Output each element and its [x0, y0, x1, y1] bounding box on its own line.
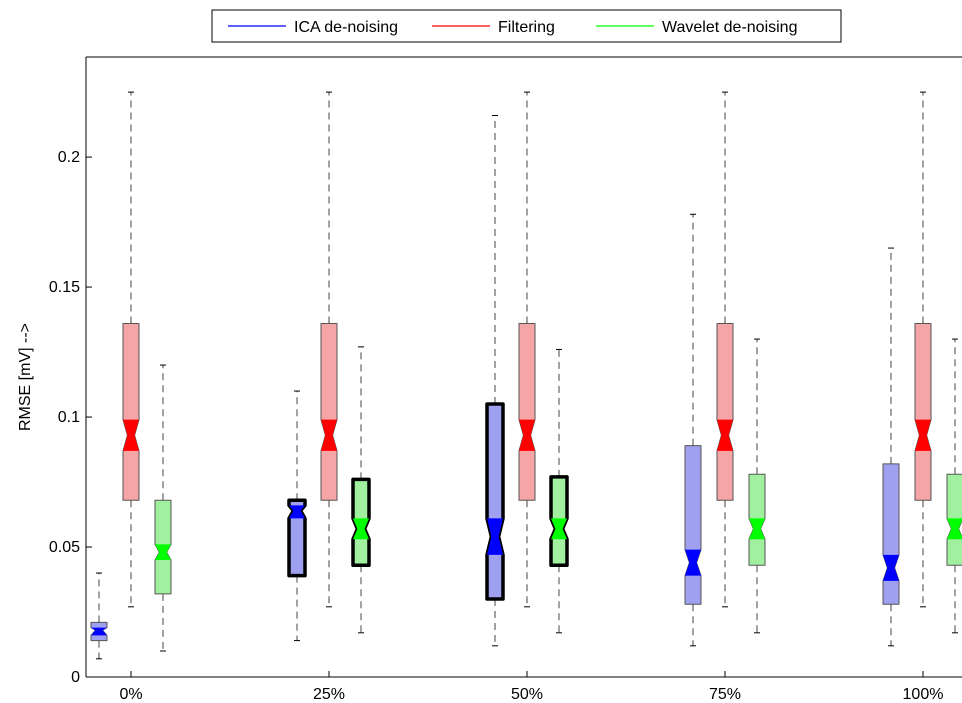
box-filtering-0pct — [122, 91, 140, 608]
box-body — [320, 322, 338, 501]
x-tick-label: 75% — [709, 686, 741, 703]
box-wavelet-de-noising-100pct — [946, 338, 962, 634]
notch-marker — [91, 627, 107, 636]
legend-label-0: ICA de-noising — [294, 19, 398, 36]
box-body — [914, 322, 932, 501]
box-ica-de-noising-0pct — [90, 572, 108, 660]
box-ica-de-noising-25pct — [287, 390, 307, 642]
y-axis-label: RMSE [mV] --> — [17, 323, 34, 431]
legend-label-1: Filtering — [498, 19, 555, 36]
box-ica-de-noising-100pct — [882, 247, 900, 647]
box-filtering-100pct — [914, 91, 932, 608]
y-tick-label: 0 — [71, 669, 80, 686]
x-tick-label: 50% — [511, 686, 543, 703]
box-filtering-75pct — [716, 91, 734, 608]
x-tick-label: 0% — [119, 686, 142, 703]
box-body — [122, 322, 140, 501]
legend: ICA de-noising Filtering Wavelet de-noisin… — [211, 9, 842, 43]
box-body — [684, 445, 702, 605]
notch-marker — [289, 505, 305, 519]
y-tick-label: 0.2 — [58, 149, 80, 166]
box-body — [716, 322, 734, 501]
box-body — [882, 463, 900, 605]
box-filtering-25pct — [320, 91, 338, 608]
box-ica-de-noising-50pct — [485, 114, 505, 647]
plot-area — [90, 91, 962, 660]
axes: 0 0.05 0.1 0.15 0.2 0% 25% 50% 75% 100% — [49, 56, 962, 703]
x-tick-label: 100% — [903, 686, 944, 703]
box-wavelet-de-noising-75pct — [748, 338, 766, 634]
box-body — [518, 322, 536, 501]
y-tick-label: 0.1 — [58, 409, 80, 426]
box-wavelet-de-noising-25pct — [351, 346, 371, 634]
box-ica-de-noising-75pct — [684, 213, 702, 647]
legend-label-2: Wavelet de-noising — [662, 19, 797, 36]
box-wavelet-de-noising-0pct — [154, 364, 172, 652]
y-tick-label: 0.05 — [49, 539, 80, 556]
x-tick-label: 25% — [313, 686, 345, 703]
legend-box — [211, 9, 842, 43]
y-tick-label: 0.15 — [49, 279, 80, 296]
box-filtering-50pct — [518, 91, 536, 608]
box-wavelet-de-noising-50pct — [549, 348, 569, 634]
box-body — [485, 402, 505, 601]
